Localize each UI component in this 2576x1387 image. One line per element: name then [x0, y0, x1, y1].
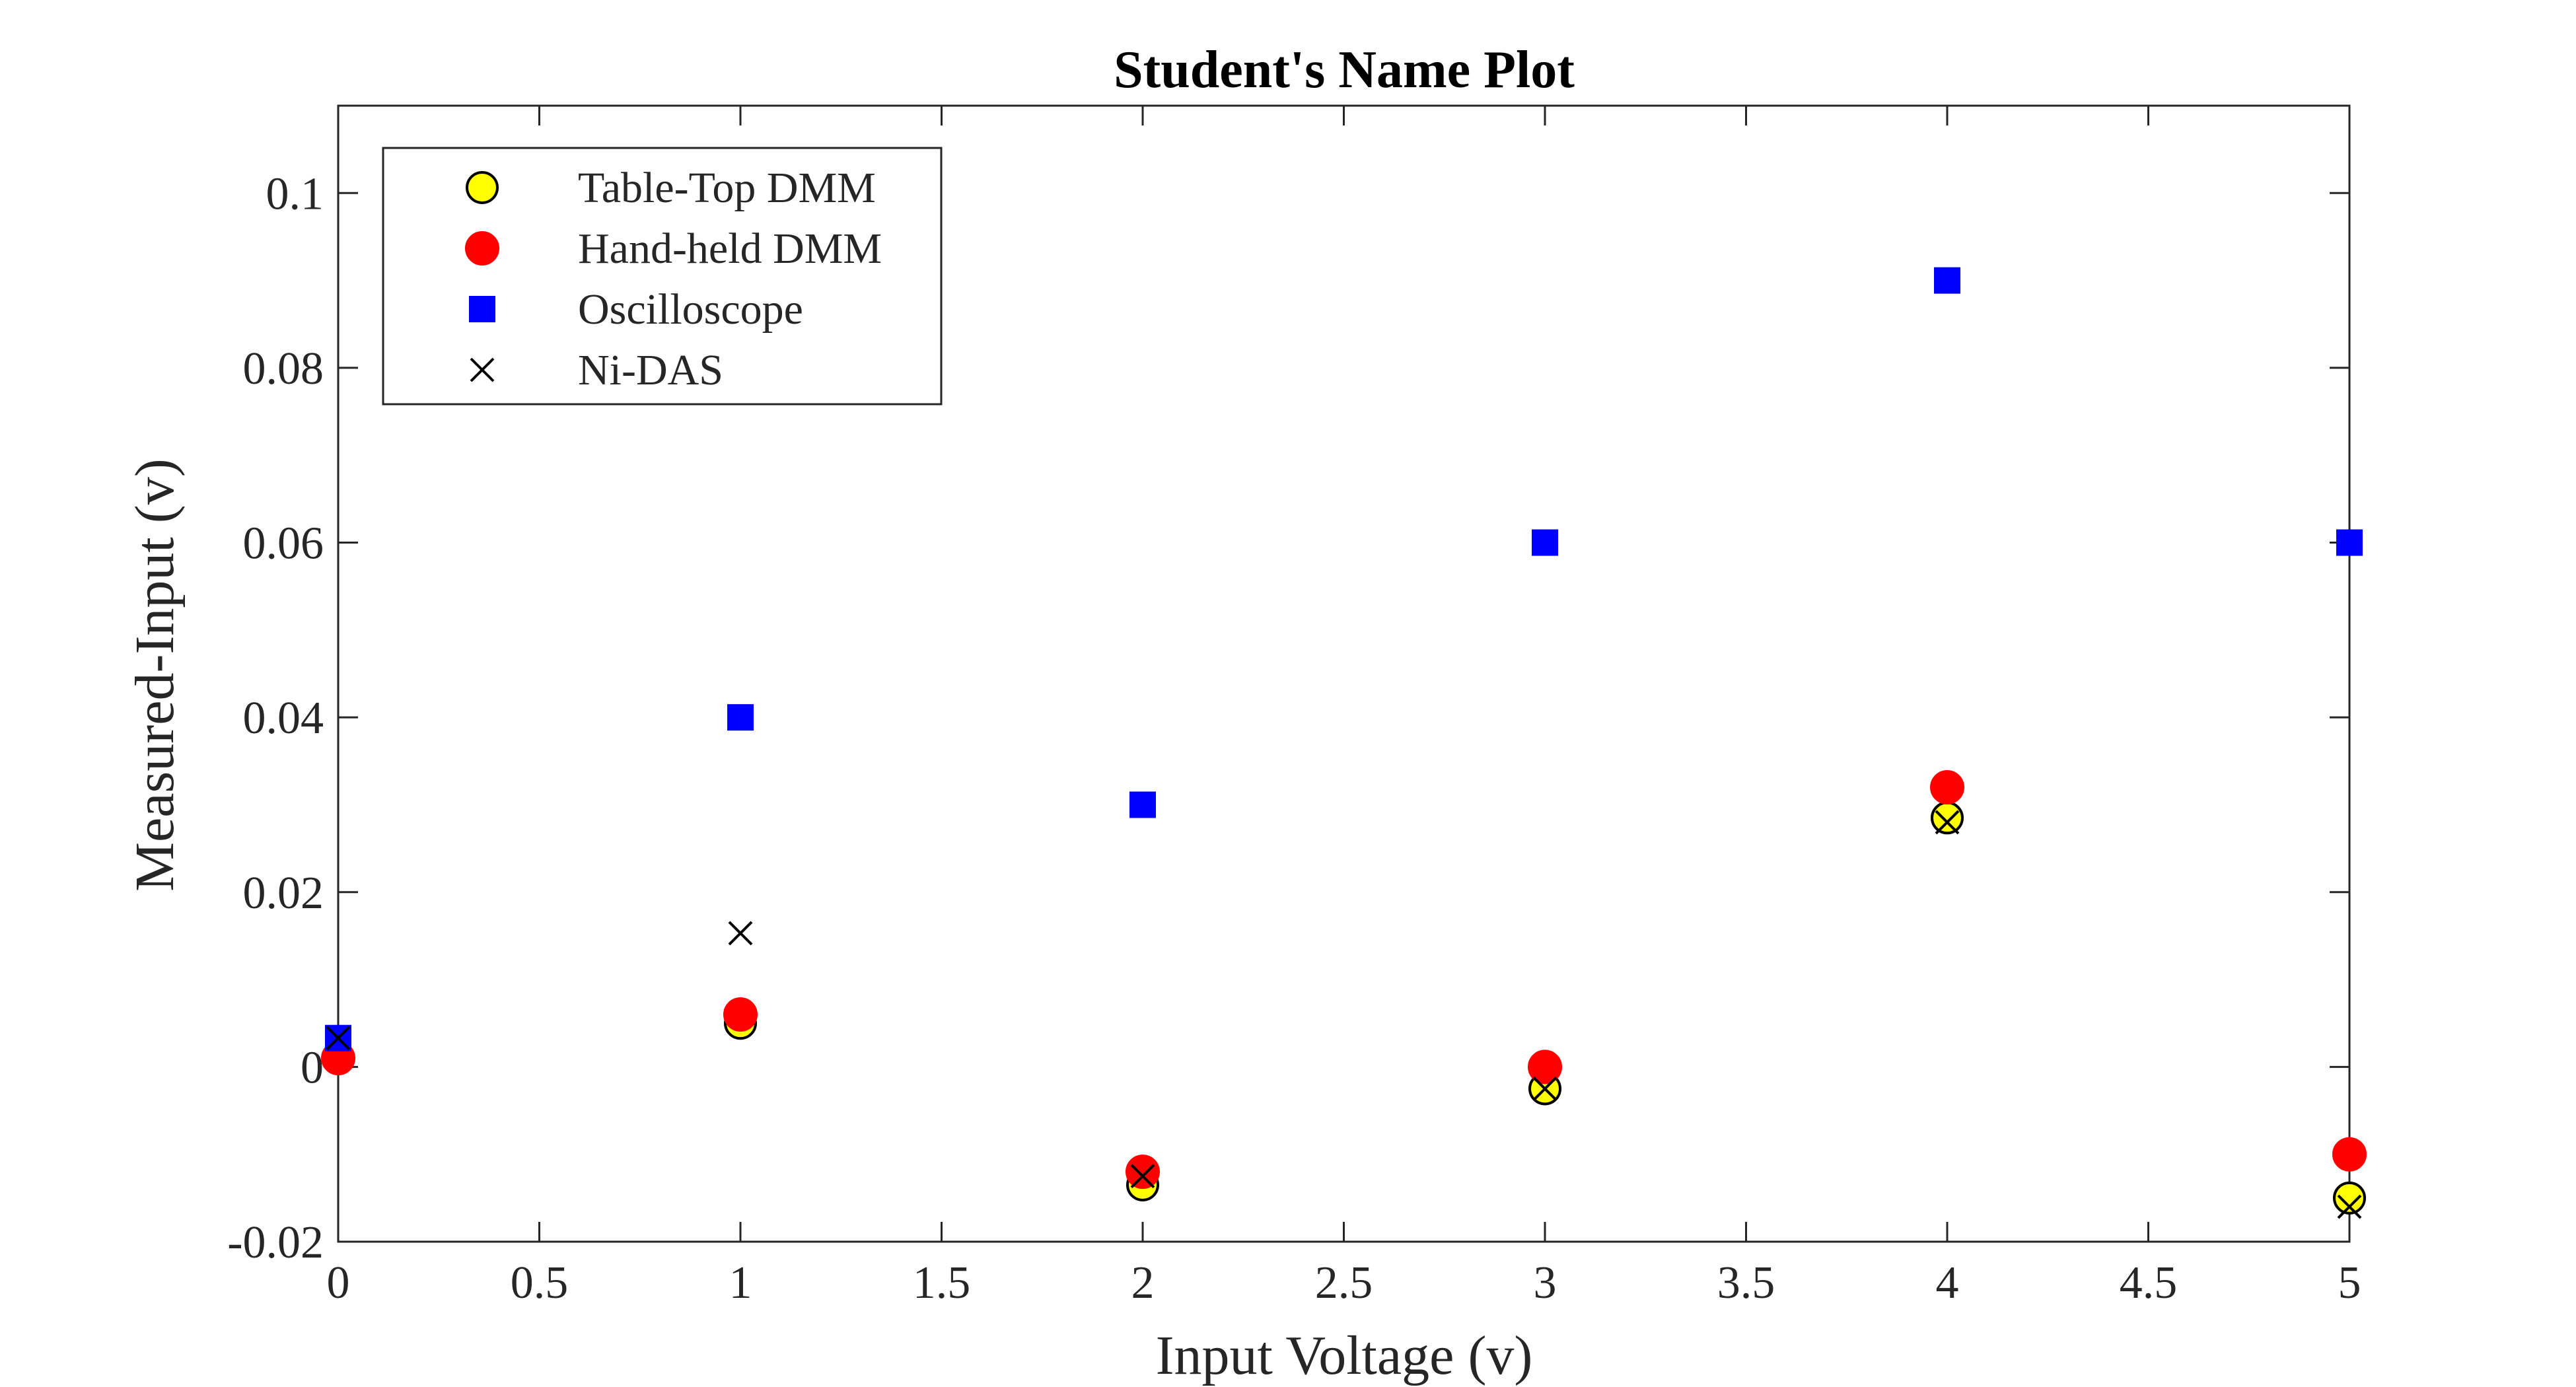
x-tick-label: 5: [2338, 1258, 2361, 1308]
chart-title: Student's Name Plot: [1114, 41, 1575, 99]
x-marker-stroke: [1935, 810, 1960, 835]
x-tick-label: 3.5: [1717, 1258, 1775, 1308]
y-tick-label: 0.06: [243, 518, 324, 569]
data-point: [1930, 770, 1964, 804]
x-tick-label: 1: [729, 1258, 752, 1308]
data-point: [728, 921, 753, 946]
data-point: [727, 704, 754, 731]
y-tick-labels: -0.02 0 0.02 0.04 0.06 0.08 0.1: [227, 168, 324, 1268]
x-marker-stroke: [470, 357, 495, 382]
y-tick-label: 0.1: [266, 168, 324, 219]
data-point: [1126, 1155, 1160, 1190]
data-point: [2333, 1181, 2366, 1215]
legend-entry: Hand-held DMM: [465, 225, 882, 273]
data-point: [1532, 1077, 1557, 1101]
x-tick-label: 1.5: [913, 1258, 971, 1308]
data-point: [1130, 1164, 1155, 1189]
legend-label: Ni-DAS: [578, 346, 723, 394]
data-markers: [321, 267, 2367, 1219]
y-tick-label: 0.02: [243, 868, 324, 919]
x-marker-stroke: [326, 1026, 351, 1051]
y-tick-label: -0.02: [227, 1217, 324, 1268]
legend-entry: Oscilloscope: [469, 285, 803, 334]
legend-marker: [466, 171, 499, 204]
data-point: [1934, 267, 1960, 294]
legend-label: Hand-held DMM: [578, 225, 882, 273]
legend-label: Table-Top DMM: [578, 164, 876, 212]
legend-entry: Table-Top DMM: [466, 164, 876, 212]
legend-marker: [469, 296, 495, 322]
y-tick-label: 0.08: [243, 343, 324, 394]
data-point: [1931, 801, 1964, 835]
legend-marker: [465, 231, 499, 266]
data-point: [1129, 791, 1156, 818]
data-point: [326, 1026, 351, 1051]
y-tick-label: 0: [301, 1042, 324, 1093]
legend-marker: [470, 357, 495, 382]
data-point: [1935, 810, 1960, 835]
x-marker-stroke: [728, 921, 753, 946]
x-tick-label: 3: [1534, 1258, 1557, 1308]
series-oscilloscope: [325, 267, 2363, 1051]
data-point: [2337, 1194, 2362, 1219]
x-tick-label: 4: [1936, 1258, 1959, 1308]
y-axis-label: Measured-Input (v): [124, 458, 186, 891]
legend-entry: Ni-DAS: [470, 346, 723, 394]
x-marker-stroke: [1532, 1077, 1557, 1101]
x-tick-label: 4.5: [2120, 1258, 2178, 1308]
x-tick-labels: 0 0.5 1 1.5 2 2.5 3 3.5 4 4.5 5: [327, 1258, 2361, 1308]
x-axis-label: Input Voltage (v): [1156, 1325, 1533, 1386]
legend-label: Oscilloscope: [578, 285, 803, 334]
data-point: [2332, 1137, 2367, 1172]
x-marker-stroke: [1130, 1164, 1155, 1189]
y-tick-label: 0.04: [243, 693, 324, 744]
x-marker-stroke: [2337, 1194, 2362, 1219]
x-tick-label: 2.5: [1315, 1258, 1373, 1308]
data-point: [723, 997, 758, 1032]
x-tick-label: 2: [1131, 1258, 1155, 1308]
x-tick-label: 0: [327, 1258, 350, 1308]
series-ni-das: [326, 810, 2362, 1219]
data-point: [1532, 529, 1558, 556]
x-tick-label: 0.5: [511, 1258, 569, 1308]
data-point: [1528, 1049, 1562, 1085]
legend: Table-Top DMM Hand-held DMM Oscilloscope Ni…: [382, 147, 943, 406]
data-point: [2336, 529, 2363, 556]
